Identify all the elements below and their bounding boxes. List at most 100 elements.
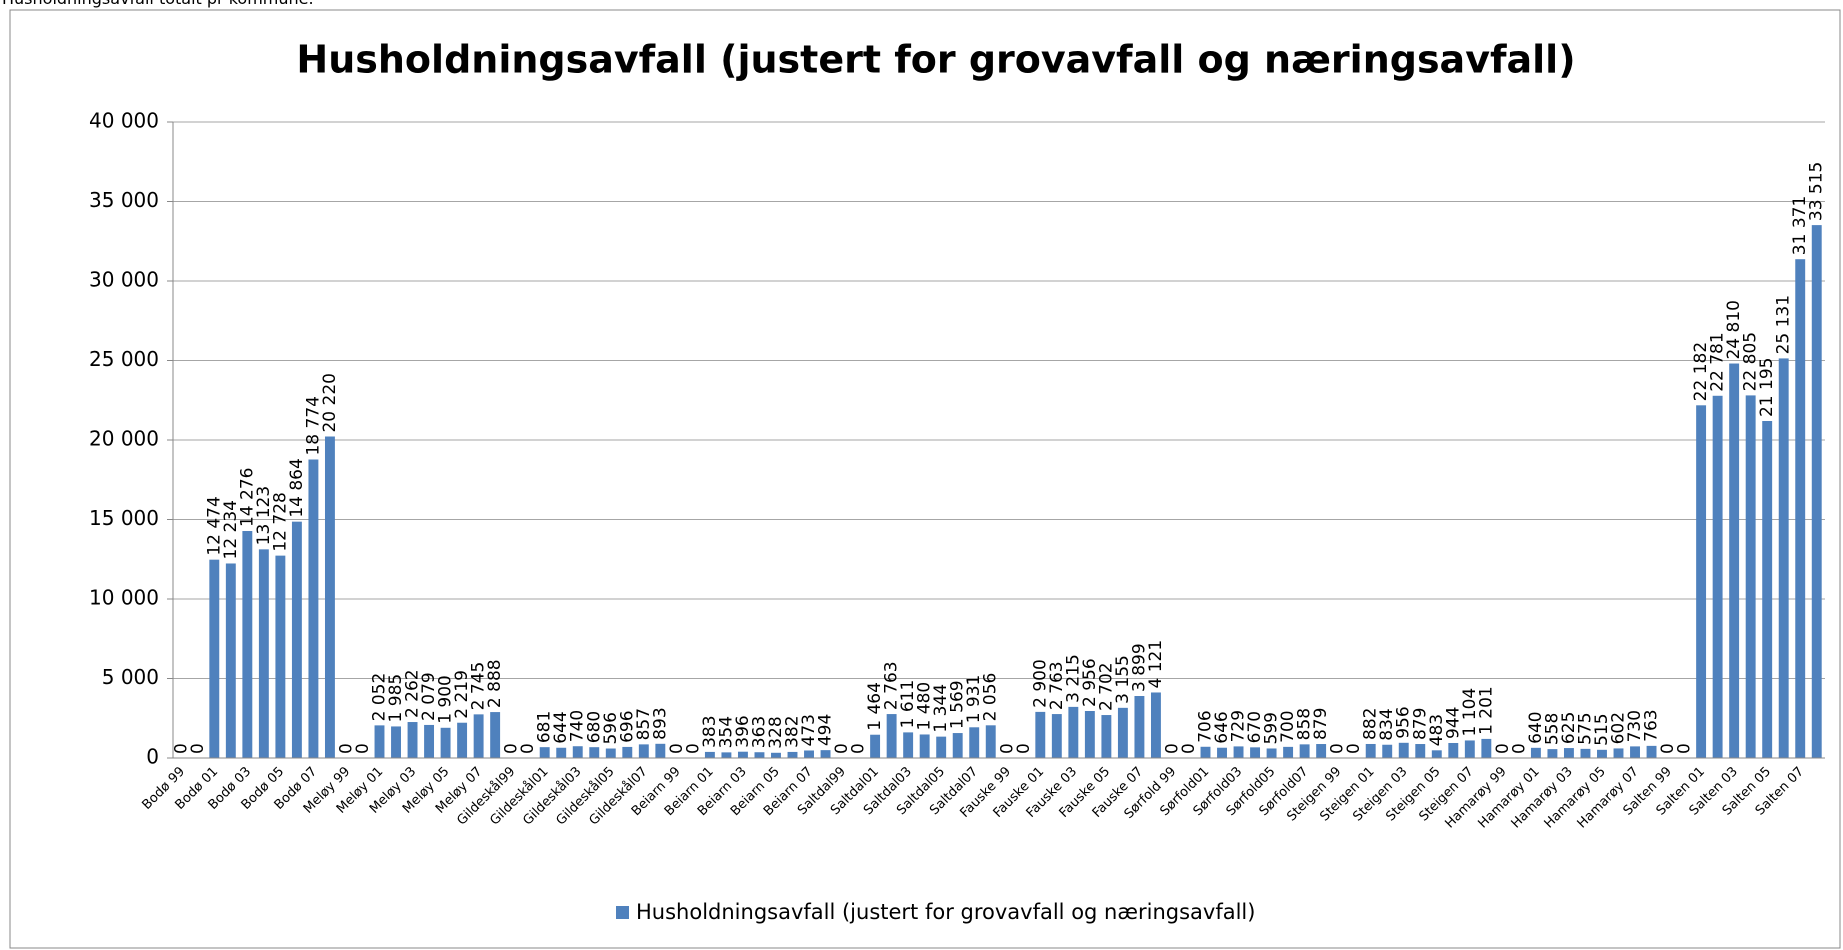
- bar: [1415, 744, 1426, 758]
- bar: [1481, 738, 1492, 758]
- value-label: 834: [1377, 708, 1397, 740]
- value-label: 515: [1592, 713, 1612, 745]
- y-tick-label: 25 000: [89, 347, 159, 371]
- bar: [919, 734, 930, 758]
- value-label: 396: [733, 715, 753, 747]
- value-label: 0: [1179, 743, 1199, 754]
- bar: [771, 752, 781, 758]
- value-label: 0: [171, 743, 191, 754]
- bar: [391, 726, 401, 758]
- value-label: 22 781: [1708, 332, 1728, 391]
- legend-swatch: [616, 906, 629, 919]
- value-label: 24 810: [1724, 300, 1744, 359]
- value-label: 2 956: [1080, 658, 1100, 707]
- bar: [820, 750, 831, 758]
- value-label: 0: [336, 743, 356, 754]
- bar: [572, 746, 583, 758]
- value-label: 21 195: [1757, 358, 1777, 417]
- value-label: 3 155: [1113, 655, 1133, 704]
- bar: [473, 714, 484, 758]
- value-label: 646: [1212, 711, 1232, 743]
- y-tick-label: 5 000: [102, 665, 159, 689]
- value-label: 12 728: [270, 492, 290, 551]
- bar: [1398, 742, 1409, 758]
- value-label: 2 702: [1096, 662, 1116, 711]
- value-label: 25 131: [1774, 295, 1794, 354]
- bar: [291, 521, 302, 758]
- bar: [1580, 748, 1591, 758]
- value-label: 670: [1245, 711, 1265, 743]
- bar: [258, 549, 269, 758]
- value-label: 1 104: [1460, 688, 1480, 737]
- bar: [952, 733, 963, 758]
- bar: [1630, 746, 1640, 758]
- bar: [1696, 405, 1707, 758]
- value-label: 644: [551, 711, 571, 743]
- bar: [374, 725, 385, 758]
- bar: [1547, 749, 1558, 758]
- y-tick-label: 20 000: [89, 427, 159, 451]
- bar: [1431, 750, 1442, 758]
- value-label: 2 052: [370, 673, 390, 722]
- value-label: 575: [1575, 712, 1595, 744]
- value-label: 14 864: [287, 458, 307, 517]
- value-label: 0: [353, 743, 373, 754]
- bar: [1101, 715, 1112, 758]
- bar: [490, 712, 501, 758]
- value-label: 3 899: [1129, 643, 1149, 692]
- value-label: 730: [1625, 710, 1645, 742]
- value-label: 2 079: [419, 672, 439, 721]
- value-label: 1 985: [386, 674, 406, 723]
- bar: [1597, 749, 1607, 758]
- value-label: 2 262: [403, 669, 423, 718]
- bar: [1613, 748, 1624, 758]
- value-label: 740: [568, 710, 588, 742]
- bar: [721, 752, 732, 758]
- value-label: 1 480: [915, 682, 935, 731]
- value-label: 2 763: [882, 661, 902, 710]
- value-label: 18 774: [303, 396, 323, 455]
- value-label: 763: [1642, 709, 1662, 741]
- bar: [308, 459, 319, 758]
- value-label: 2 056: [981, 673, 1001, 722]
- value-label: 893: [650, 707, 670, 739]
- value-label: 879: [1311, 708, 1331, 740]
- bar: [886, 714, 897, 758]
- value-label: 882: [1361, 708, 1381, 740]
- bar: [556, 747, 567, 758]
- y-tick-label: 40 000: [89, 109, 159, 133]
- bar: [1200, 746, 1211, 758]
- bar: [787, 751, 798, 758]
- bar: [1117, 707, 1128, 758]
- bar: [936, 736, 947, 758]
- value-label: 4 121: [1146, 640, 1166, 689]
- value-label: 22 182: [1691, 342, 1711, 401]
- value-label: 22 805: [1741, 332, 1761, 391]
- bar: [1299, 744, 1310, 758]
- value-label: 2 745: [469, 662, 489, 711]
- y-tick-label: 15 000: [89, 506, 159, 530]
- value-label: 1 569: [948, 680, 968, 729]
- value-label: 0: [683, 743, 703, 754]
- value-label: 602: [1609, 712, 1629, 744]
- bar: [605, 748, 616, 758]
- value-label: 1 931: [964, 675, 984, 724]
- bar: [324, 436, 335, 758]
- value-label: 0: [1493, 743, 1513, 754]
- value-label: 0: [667, 743, 687, 754]
- value-label: 696: [617, 710, 637, 742]
- bar: [804, 750, 814, 758]
- value-label: 0: [1014, 743, 1034, 754]
- value-label: 354: [716, 716, 736, 748]
- value-label: 857: [634, 708, 654, 740]
- bar: [1778, 358, 1789, 758]
- value-label: 473: [799, 714, 819, 746]
- bar: [1563, 748, 1574, 758]
- value-label: 382: [783, 715, 803, 747]
- bar: [1762, 420, 1773, 758]
- bar: [1134, 696, 1145, 758]
- value-label: 625: [1559, 712, 1579, 744]
- value-label: 12 474: [204, 496, 224, 555]
